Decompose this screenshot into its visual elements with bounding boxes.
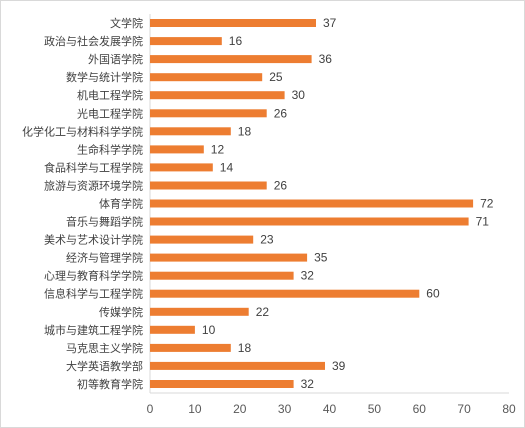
data-label: 35	[314, 251, 328, 265]
x-tick-label: 10	[188, 402, 202, 416]
category-label: 数学与统计学院	[66, 70, 143, 84]
category-label: 传媒学院	[99, 305, 143, 319]
category-label: 初等教育学院	[77, 377, 143, 391]
data-label: 12	[211, 142, 225, 156]
category-label: 大学英语教学部	[66, 359, 143, 373]
category-label: 政治与社会发展学院	[44, 34, 143, 48]
data-label: 22	[256, 305, 270, 319]
bar	[150, 37, 222, 46]
data-label: 39	[332, 359, 346, 373]
data-label: 16	[229, 34, 243, 48]
bar	[150, 217, 469, 226]
x-tick-label: 60	[413, 402, 427, 416]
bar	[150, 289, 420, 298]
bar	[150, 55, 312, 64]
category-label: 食品科学与工程学院	[44, 160, 143, 174]
x-tick-label: 50	[368, 402, 382, 416]
category-label: 机电工程学院	[77, 88, 143, 102]
bar	[150, 19, 316, 27]
data-label: 26	[274, 106, 288, 120]
category-label: 外国语学院	[88, 52, 143, 66]
bar	[150, 145, 204, 154]
bar	[150, 91, 285, 100]
bar	[150, 307, 249, 316]
category-label: 信息科学与工程学院	[44, 287, 143, 301]
x-tick-label: 40	[323, 402, 337, 416]
category-label: 美术与艺术设计学院	[44, 233, 143, 247]
bar	[150, 199, 474, 208]
x-tick-label: 30	[278, 402, 292, 416]
x-tick-label: 0	[147, 402, 154, 416]
bar	[150, 127, 231, 136]
data-label: 32	[301, 377, 315, 391]
data-label: 26	[274, 179, 288, 193]
data-label: 18	[238, 341, 252, 355]
data-label: 32	[301, 269, 315, 283]
category-label: 文学院	[110, 16, 143, 30]
category-label: 经济与管理学院	[66, 251, 143, 265]
data-label: 37	[323, 16, 337, 30]
category-label: 心理与教育科学学院	[44, 269, 143, 283]
category-label: 音乐与舞蹈学院	[66, 215, 143, 229]
category-label: 马克思主义学院	[66, 341, 143, 355]
category-label: 生命科学学院	[77, 142, 143, 156]
category-label: 体育学院	[99, 197, 143, 211]
data-label: 25	[269, 70, 283, 84]
bar	[150, 343, 231, 352]
bar	[150, 181, 267, 190]
x-tick-label: 20	[233, 402, 247, 416]
data-label: 30	[292, 88, 306, 102]
x-tick-label: 80	[502, 402, 516, 416]
category-label: 化学化工与材料科学学院	[22, 124, 143, 138]
category-label: 城市与建筑工程学院	[44, 323, 143, 337]
data-label: 36	[319, 52, 333, 66]
bar	[150, 380, 294, 388]
data-label: 23	[260, 233, 274, 247]
data-label: 14	[220, 160, 234, 174]
bar	[150, 235, 254, 244]
bar	[150, 163, 213, 172]
data-label: 60	[426, 287, 440, 301]
data-label: 10	[202, 323, 216, 337]
category-label: 光电工程学院	[77, 106, 143, 120]
data-label: 72	[480, 197, 494, 211]
bar	[150, 253, 308, 262]
category-label: 旅游与资源环境学院	[44, 179, 143, 193]
data-label: 71	[476, 215, 490, 229]
bar	[150, 73, 263, 82]
data-label: 18	[238, 124, 252, 138]
bar	[150, 271, 294, 280]
bar	[150, 361, 325, 370]
bar	[150, 109, 267, 118]
x-tick-label: 70	[457, 402, 471, 416]
bar	[150, 325, 195, 334]
